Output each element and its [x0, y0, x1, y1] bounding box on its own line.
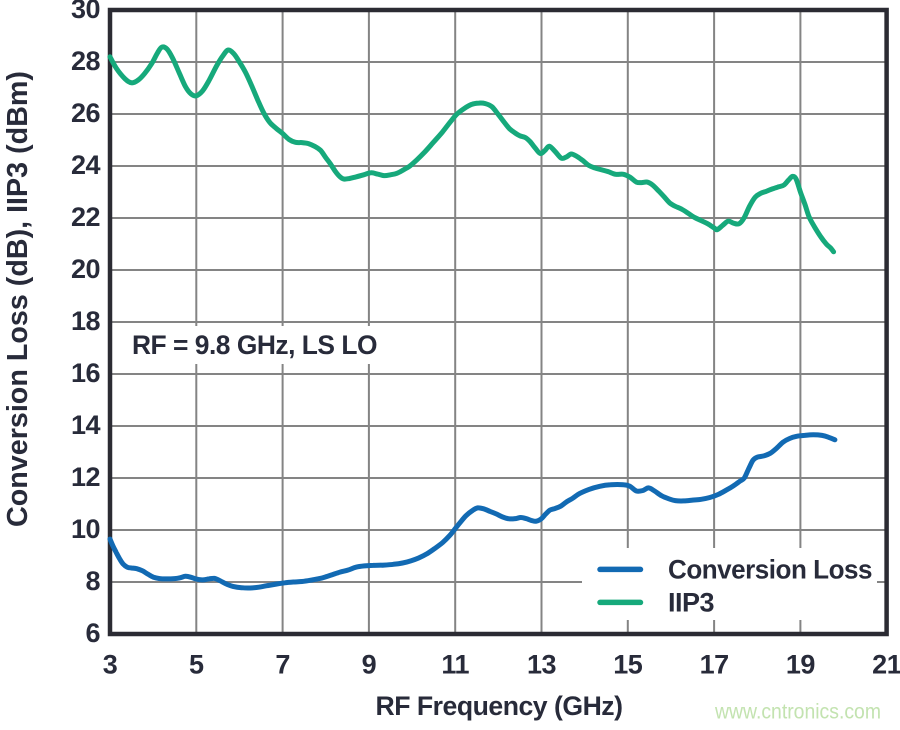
svg-text:26: 26 [71, 98, 101, 128]
svg-text:20: 20 [71, 254, 100, 284]
svg-text:6: 6 [85, 618, 100, 648]
svg-text:22: 22 [71, 202, 100, 232]
svg-text:9: 9 [362, 650, 377, 680]
svg-text:5: 5 [189, 650, 204, 680]
svg-text:18: 18 [71, 306, 101, 336]
svg-text:www.cntronics.com: www.cntronics.com [714, 701, 881, 724]
svg-text:14: 14 [71, 410, 101, 440]
svg-text:16: 16 [71, 358, 101, 388]
svg-text:RF Frequency (GHz): RF Frequency (GHz) [376, 691, 623, 721]
svg-text:Conversion Loss (dB), IIP3 (dB: Conversion Loss (dB), IIP3 (dBm) [2, 71, 34, 527]
svg-text:28: 28 [71, 46, 101, 76]
svg-text:RF = 9.8 GHz, LS LO: RF = 9.8 GHz, LS LO [132, 330, 377, 360]
svg-text:7: 7 [275, 650, 290, 680]
svg-text:15: 15 [613, 650, 643, 680]
svg-text:10: 10 [71, 514, 100, 544]
svg-text:3: 3 [103, 650, 118, 680]
svg-text:24: 24 [71, 150, 101, 180]
svg-text:13: 13 [527, 650, 557, 680]
svg-text:17: 17 [700, 650, 729, 680]
svg-text:30: 30 [71, 0, 100, 24]
svg-text:12: 12 [71, 462, 100, 492]
svg-text:19: 19 [786, 650, 816, 680]
svg-text:8: 8 [85, 566, 100, 596]
svg-text:Conversion Loss: Conversion Loss [668, 555, 872, 585]
svg-text:IIP3: IIP3 [668, 588, 715, 618]
svg-text:21: 21 [872, 650, 900, 680]
svg-text:11: 11 [441, 650, 469, 680]
